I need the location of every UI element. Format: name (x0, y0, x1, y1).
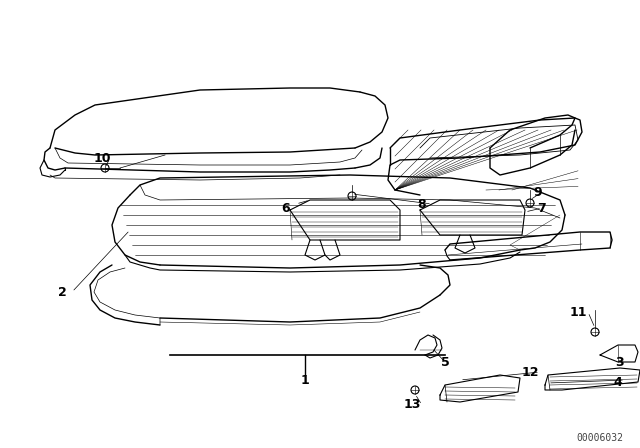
Text: 8: 8 (418, 198, 426, 211)
Text: 10: 10 (93, 151, 111, 164)
Text: 1: 1 (301, 374, 309, 387)
Text: 4: 4 (614, 375, 622, 388)
Text: 00006032: 00006032 (577, 433, 623, 443)
Text: 12: 12 (521, 366, 539, 379)
Text: 5: 5 (440, 356, 449, 369)
Text: 3: 3 (616, 356, 624, 369)
Text: 11: 11 (569, 306, 587, 319)
Text: 13: 13 (403, 399, 420, 412)
Text: 2: 2 (58, 285, 67, 298)
Text: 7: 7 (538, 202, 547, 215)
Text: 9: 9 (534, 185, 542, 198)
Text: 6: 6 (282, 202, 291, 215)
